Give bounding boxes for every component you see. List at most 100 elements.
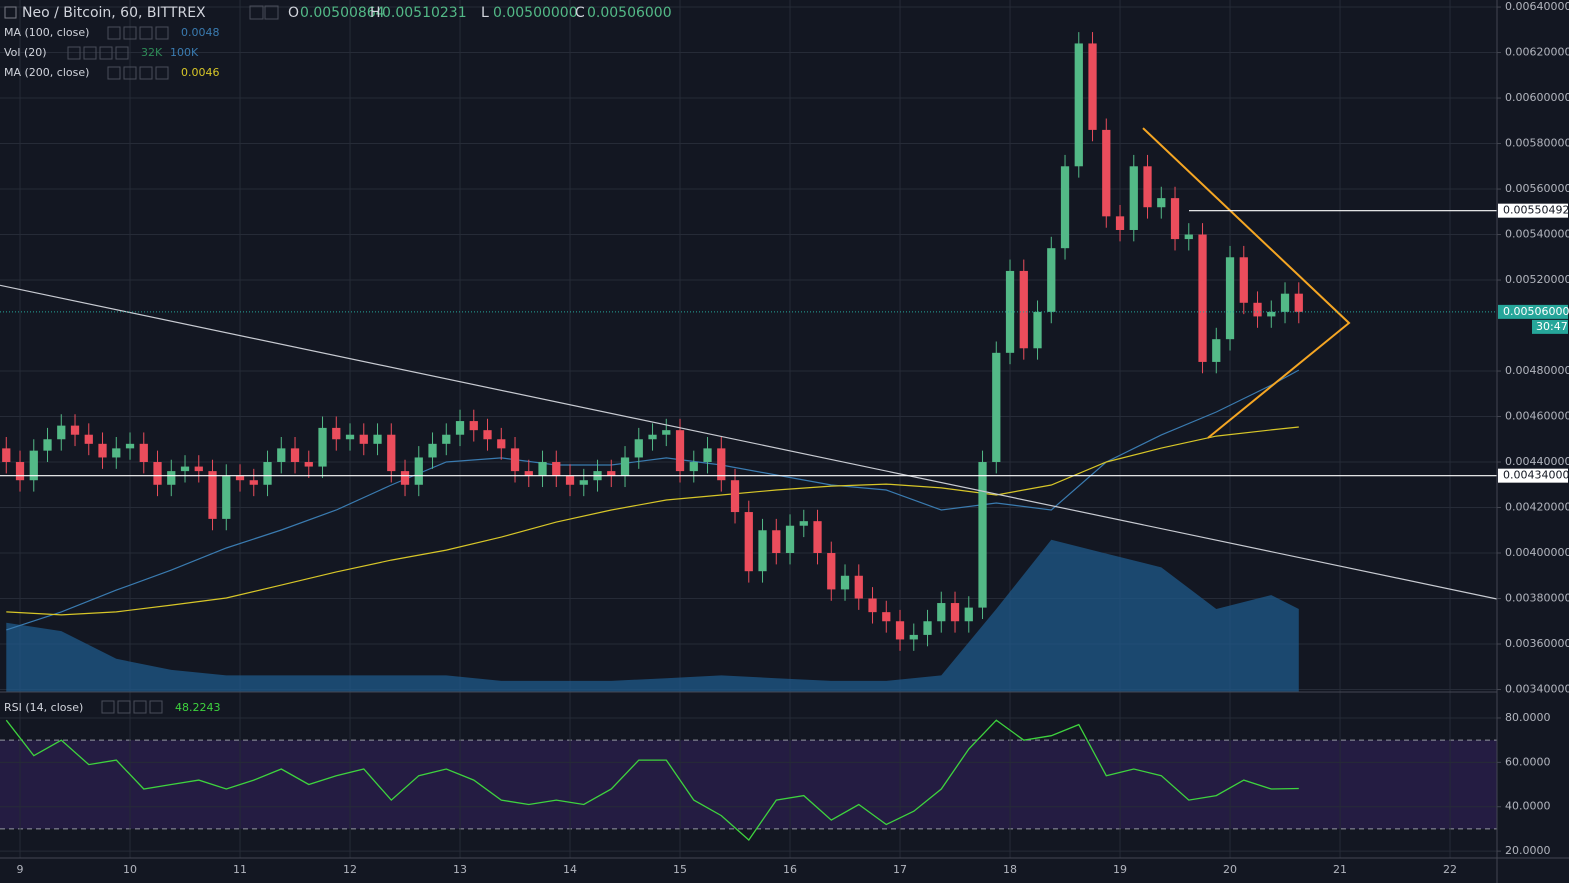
x-tick-label: 15 [673, 863, 687, 876]
candle-body [442, 434, 451, 444]
candle-body [400, 471, 410, 485]
y-tick-label: 60.0000 [1505, 755, 1551, 768]
candle-body [882, 612, 891, 622]
countdown-label: 30:47 [1536, 320, 1568, 333]
candle-body [387, 434, 396, 472]
candle-body [249, 480, 258, 485]
y-tick-label: 0.00620000 [1505, 46, 1569, 59]
y-tick-label: 0.00640000 [1505, 0, 1569, 13]
x-tick-label: 16 [783, 863, 797, 876]
price-badge [1498, 304, 1568, 319]
y-tick-label: 0.00560000 [1505, 182, 1569, 195]
candle-body [1115, 216, 1125, 230]
countdown-badge [1532, 319, 1568, 334]
candle-body [290, 448, 300, 463]
indicator-name: MA (200, close) [4, 66, 89, 79]
candle-body [345, 434, 355, 440]
candle-body [263, 462, 272, 485]
price-pane [0, 0, 1497, 692]
candle-body [1019, 270, 1028, 349]
candle-body [524, 471, 533, 476]
icon-button[interactable] [264, 5, 279, 20]
icon-button[interactable] [123, 26, 137, 40]
icon-button[interactable] [149, 700, 163, 714]
candle-body [1267, 311, 1276, 317]
icon-button[interactable] [139, 66, 153, 80]
indicator-name: MA (100, close) [4, 26, 89, 39]
candle-body [1212, 339, 1221, 362]
candle-body [813, 521, 822, 554]
icon-button[interactable] [67, 46, 81, 60]
candle-body [1253, 302, 1262, 317]
candle-body [318, 427, 327, 467]
candle-body [744, 512, 753, 572]
candle-body [359, 434, 368, 444]
indicator-name: RSI (14, close) [4, 701, 83, 714]
ohlc-key: O [288, 5, 299, 21]
icon-button[interactable] [99, 46, 113, 60]
legend-buttons [67, 5, 279, 714]
candle-body [1198, 234, 1207, 362]
x-tick-label: 9 [17, 863, 24, 876]
candle-body [153, 462, 162, 485]
candle-body [854, 575, 863, 599]
candle-body [538, 462, 547, 476]
x-tick-label: 19 [1113, 863, 1127, 876]
indicator-value: 32K [141, 46, 163, 59]
icon-button[interactable] [83, 46, 97, 60]
price-badge-label: 0.00434000 [1503, 469, 1569, 482]
candle-body [923, 621, 932, 635]
trend-line [1142, 127, 1351, 439]
candle-body [510, 448, 520, 472]
y-tick-label: 0.00440000 [1505, 455, 1569, 468]
candle-body [607, 471, 616, 476]
candle-body [552, 462, 561, 476]
candle-body [1184, 234, 1193, 240]
candle-body [15, 462, 25, 481]
icon-button[interactable] [155, 66, 169, 80]
icon-button[interactable] [107, 26, 121, 40]
icon-button[interactable] [107, 66, 121, 80]
icon-button[interactable] [155, 26, 169, 40]
icon-button[interactable] [139, 26, 153, 40]
rsi-band [0, 740, 1497, 829]
candle-body [895, 621, 905, 640]
icon-button[interactable] [123, 66, 137, 80]
candle-body [125, 443, 135, 449]
candle-body [277, 448, 286, 463]
candle-body [565, 475, 575, 485]
candle-body [497, 439, 506, 449]
candle-body [167, 471, 176, 485]
candle-body [98, 443, 107, 458]
y-tick-label: 0.00480000 [1505, 364, 1569, 377]
candle-body [373, 434, 382, 444]
collapse-button[interactable] [4, 6, 17, 19]
candle-body [758, 530, 767, 572]
candle-body [1143, 166, 1152, 208]
candle-body [703, 448, 712, 463]
candle-body [1033, 311, 1042, 349]
y-tick-label: 40.0000 [1505, 800, 1551, 813]
x-tick-label: 11 [233, 863, 247, 876]
candle-body [1225, 257, 1235, 340]
icon-button[interactable] [133, 700, 147, 714]
trend-line [0, 284, 1497, 600]
candle-body [455, 421, 465, 435]
icon-button[interactable] [249, 5, 264, 20]
price-badge [1498, 468, 1568, 483]
candle-body [483, 430, 492, 440]
candle-body [772, 530, 781, 554]
ohlc-key: H [370, 5, 381, 21]
icon-button[interactable] [115, 46, 129, 60]
icon-button[interactable] [117, 700, 131, 714]
candle-body [208, 471, 217, 519]
icon-button[interactable] [101, 700, 115, 714]
candle-body [469, 421, 478, 431]
ohlc-value: 0.00500864 [300, 5, 385, 21]
candle-body [992, 352, 1001, 463]
candle-body [1170, 198, 1180, 240]
price-badge-label: 0.00506000 [1503, 305, 1569, 318]
candle-body [1047, 248, 1056, 312]
